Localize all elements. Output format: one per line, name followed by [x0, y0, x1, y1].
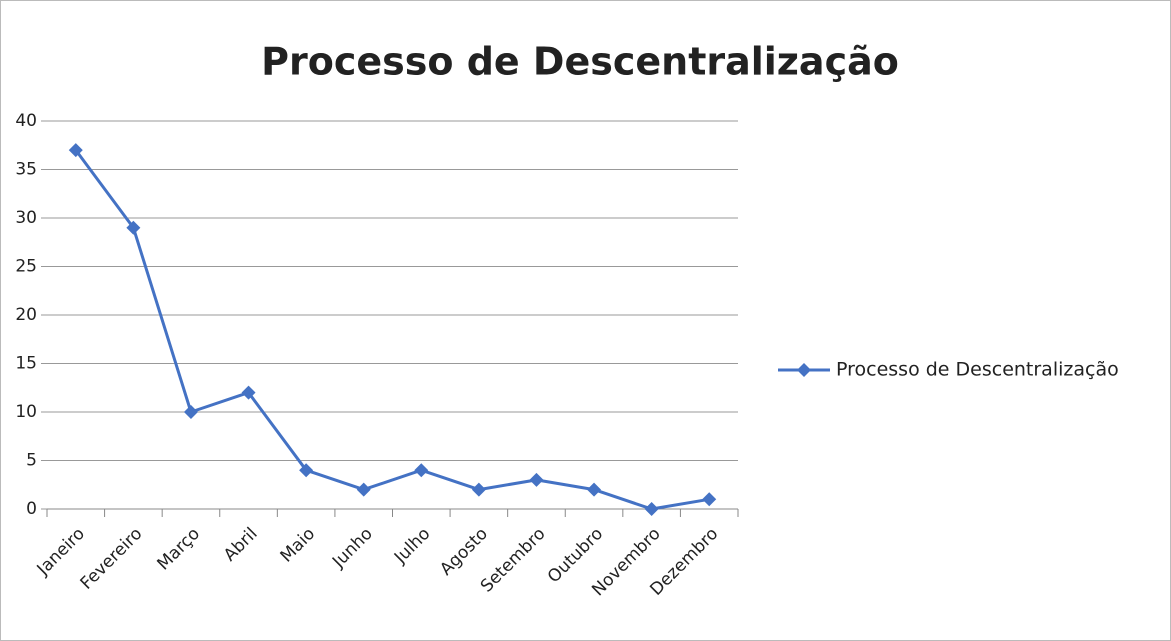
marker — [183, 405, 198, 419]
y-tick-label: 40 — [15, 111, 37, 131]
y-tick-label: 15 — [15, 354, 37, 374]
legend-marker — [797, 363, 811, 377]
y-tick-label: 10 — [15, 402, 37, 422]
y-tick-label: 30 — [15, 208, 37, 228]
marker — [471, 482, 486, 497]
legend-label: Processo de Descentralização — [836, 359, 1119, 381]
series-line — [74, 149, 710, 511]
marker — [241, 385, 256, 400]
y-tick-label: 5 — [26, 451, 37, 471]
marker — [414, 463, 429, 478]
marker — [68, 143, 83, 158]
y-tick-label: 35 — [15, 160, 37, 180]
marker — [529, 472, 544, 487]
marker — [644, 502, 659, 516]
marker — [356, 482, 371, 497]
chart-title: Processo de Descentralização — [261, 40, 899, 84]
marker — [299, 463, 314, 478]
marker — [587, 482, 602, 497]
marker — [702, 492, 717, 507]
y-tick-label: 0 — [26, 499, 37, 519]
y-tick-label: 25 — [15, 257, 37, 277]
y-tick-label: 20 — [15, 305, 37, 325]
marker — [126, 220, 141, 235]
